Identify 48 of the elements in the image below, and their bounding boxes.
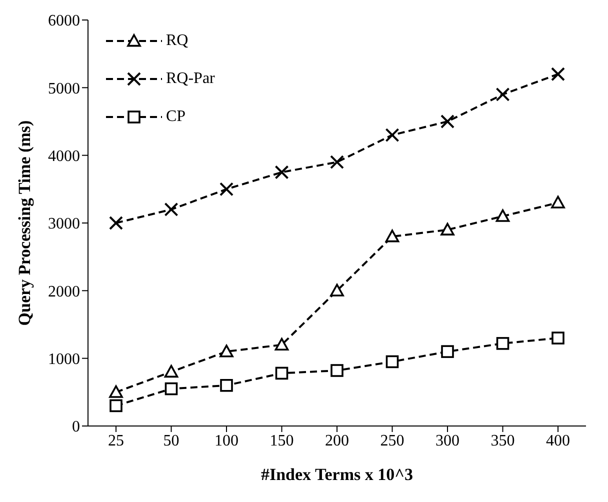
legend-label: RQ-Par bbox=[166, 70, 215, 88]
point bbox=[385, 230, 400, 242]
point bbox=[330, 155, 344, 170]
point bbox=[110, 399, 122, 412]
y-tick-label: 2000 bbox=[48, 283, 80, 300]
point bbox=[220, 379, 233, 392]
point bbox=[164, 382, 178, 396]
point bbox=[164, 202, 178, 216]
point bbox=[496, 87, 510, 102]
point bbox=[274, 338, 289, 350]
y-tick-label: 3000 bbox=[48, 216, 80, 233]
point bbox=[385, 128, 400, 142]
y-tick-label: 4000 bbox=[48, 148, 80, 166]
point bbox=[440, 114, 454, 128]
x-tick-label: 100 bbox=[214, 432, 238, 450]
point bbox=[496, 337, 510, 350]
point bbox=[220, 344, 234, 358]
legend-label: CP bbox=[166, 108, 186, 126]
y-tick-label: 6000 bbox=[48, 12, 80, 30]
x-axis-title: #Index Terms x 10^3 bbox=[260, 465, 414, 484]
x-tick-label: 25 bbox=[108, 432, 124, 450]
point bbox=[275, 366, 288, 380]
point bbox=[330, 284, 344, 296]
x-tick-label: 250 bbox=[380, 432, 404, 450]
x-tick-label: 350 bbox=[490, 432, 515, 450]
y-tick-label: 5000 bbox=[48, 80, 80, 98]
x-tick-label: 400 bbox=[546, 432, 570, 450]
point bbox=[109, 385, 123, 398]
point bbox=[496, 209, 510, 222]
point bbox=[109, 216, 123, 230]
point bbox=[386, 355, 399, 368]
point bbox=[330, 364, 344, 377]
y-axis-title: Query Processing Time (ms) bbox=[15, 120, 34, 326]
y-tick-label: 0 bbox=[72, 418, 80, 436]
point bbox=[274, 165, 289, 180]
point bbox=[440, 222, 454, 236]
point bbox=[551, 196, 565, 208]
x-tick-label: 150 bbox=[270, 432, 294, 450]
point bbox=[552, 332, 564, 344]
point bbox=[441, 345, 454, 358]
x-tick-label: 200 bbox=[325, 432, 349, 450]
legend-label: RQ bbox=[166, 32, 188, 50]
x-tick-label: 300 bbox=[436, 432, 460, 450]
y-tick-label: 1000 bbox=[48, 351, 80, 368]
point bbox=[551, 67, 565, 82]
point bbox=[220, 182, 234, 196]
point bbox=[164, 364, 178, 378]
x-tick-label: 50 bbox=[163, 432, 180, 450]
